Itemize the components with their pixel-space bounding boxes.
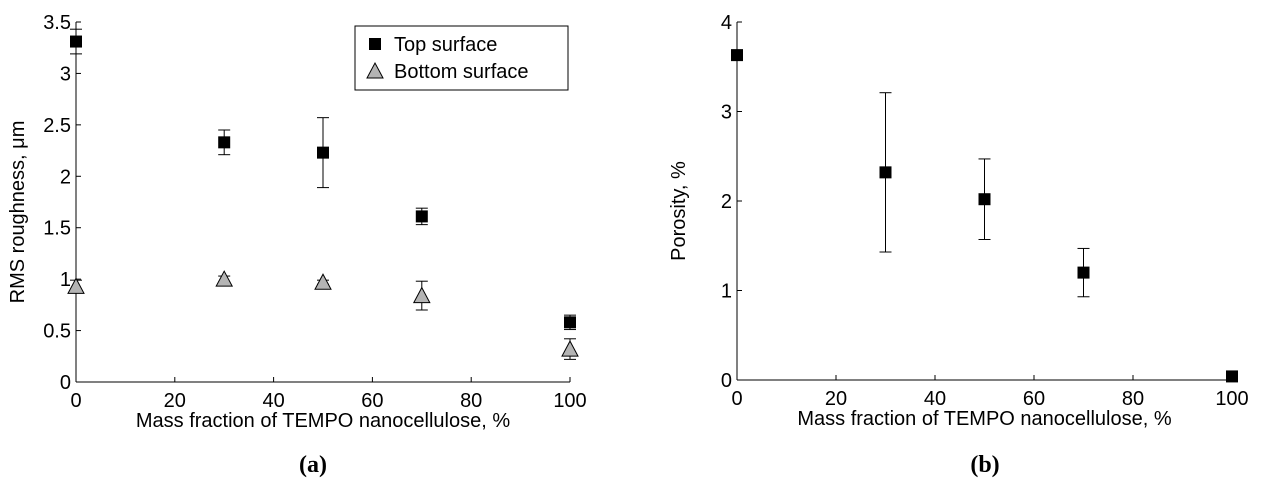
y-tick-label: 1.5 (43, 218, 71, 240)
x-axis-title: Mass fraction of TEMPO nanocellulose, % (136, 410, 510, 432)
y-tick-label: 1 (60, 269, 71, 291)
x-tick-label: 0 (731, 388, 742, 410)
x-tick-label: 60 (361, 390, 383, 412)
data-point-square (317, 146, 329, 159)
data-point-square (564, 316, 576, 329)
data-point-square (978, 193, 991, 206)
data-point-square (70, 35, 82, 48)
x-tick-label: 40 (924, 388, 946, 410)
x-tick-label: 20 (164, 390, 186, 412)
y-axis-title: Porosity, % (668, 161, 690, 261)
legend-label: Bottom surface (394, 61, 529, 83)
y-tick-label: 2 (60, 166, 71, 188)
legend-marker-square (369, 38, 381, 50)
legend-label: Top surface (394, 34, 497, 56)
y-tick-label: 0 (60, 372, 71, 394)
data-point-triangle (215, 270, 234, 287)
y-tick-label: 0.5 (43, 321, 71, 343)
x-tick-label: 60 (1023, 388, 1045, 410)
chart-panel-2: 0 20 40 60 80 100 0 1 2 3 4 Mass fraction of TEMPO … (668, 12, 1249, 478)
data-point-triangle (314, 273, 332, 290)
x-tick-label: 80 (460, 390, 482, 412)
legend-marker-triangle (366, 61, 384, 79)
y-tick-label: 3.5 (43, 12, 71, 34)
y-tick-label: 2 (721, 191, 732, 213)
y-tick-label: 2.5 (43, 115, 71, 137)
data-point-square (731, 49, 743, 62)
y-tick-label: 3 (60, 63, 71, 85)
data-point-triangle (561, 340, 579, 357)
data-point-square (1077, 266, 1090, 279)
y-tick-label: 3 (721, 102, 732, 124)
data-point-square (1226, 370, 1238, 383)
x-tick-label: 100 (553, 390, 586, 412)
x-tick-label: 80 (1122, 388, 1144, 410)
legend-box (354, 25, 569, 91)
data-point-square (415, 210, 428, 223)
y-tick-label: 0 (721, 370, 732, 392)
x-tick-label: 0 (70, 390, 81, 412)
panel-label: (b) (970, 452, 999, 478)
x-tick-label: 20 (825, 388, 847, 410)
panel-label: (a) (299, 452, 327, 478)
data-point-triangle (67, 277, 85, 294)
data-point-triangle (412, 286, 431, 304)
y-tick-label: 4 (721, 12, 732, 34)
x-tick-label: 40 (262, 390, 284, 412)
chart-panel-1: 0 20 40 60 80 100 0 0.5 1 1.5 2 2.5 3 3.5 Mass fractio… (7, 12, 587, 478)
legend: Top surface Bottom surface (354, 25, 569, 91)
data-point-square (879, 166, 892, 179)
y-axis-title: RMS roughness, μm (7, 121, 29, 304)
x-axis-title: Mass fraction of TEMPO nanocellulose, % (797, 408, 1171, 430)
x-tick-label: 100 (1215, 388, 1248, 410)
data-point-square (218, 136, 231, 149)
y-tick-label: 1 (721, 281, 732, 303)
